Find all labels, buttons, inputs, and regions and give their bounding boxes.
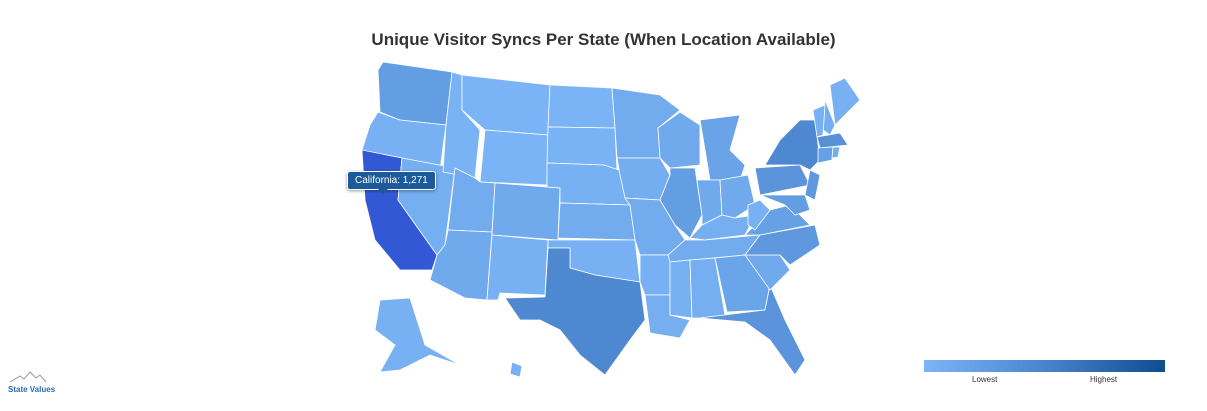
state-vermont[interactable] xyxy=(812,104,826,138)
state-alaska[interactable] xyxy=(374,297,461,373)
state-kansas[interactable] xyxy=(557,202,636,241)
state-new-mexico[interactable] xyxy=(486,234,549,301)
state-tooltip: California: 1,271 xyxy=(347,171,436,194)
state-michigan[interactable] xyxy=(699,114,746,181)
state-north-carolina[interactable] xyxy=(744,224,821,266)
state-massachusetts[interactable] xyxy=(816,132,849,149)
state-colorado[interactable] xyxy=(491,182,561,241)
color-scale-legend xyxy=(924,360,1165,372)
state-washington[interactable] xyxy=(377,61,453,126)
state-new-jersey[interactable] xyxy=(804,169,821,201)
mountain-logo-icon xyxy=(9,371,47,383)
map-title: Unique Visitor Syncs Per State (When Loc… xyxy=(371,30,836,49)
state-wisconsin[interactable] xyxy=(657,111,701,169)
state-texas[interactable] xyxy=(504,247,646,376)
state-wyoming[interactable] xyxy=(479,129,549,186)
state-maine[interactable] xyxy=(829,77,861,126)
state-maryland[interactable] xyxy=(759,194,811,216)
state-west-virginia[interactable] xyxy=(747,199,771,231)
state-rhode-island[interactable] xyxy=(831,146,841,159)
state-mississippi[interactable] xyxy=(669,259,693,319)
legend-low-label: Lowest xyxy=(972,375,998,384)
state-florida[interactable] xyxy=(699,283,806,376)
state-iowa[interactable] xyxy=(616,157,671,201)
state-pennsylvania[interactable] xyxy=(754,164,811,196)
state-values-link[interactable]: State Values xyxy=(8,385,56,394)
state-connecticut[interactable] xyxy=(817,146,834,164)
state-new-york[interactable] xyxy=(764,119,821,171)
state-ohio[interactable] xyxy=(719,174,756,219)
state-illinois[interactable] xyxy=(659,167,703,239)
legend-high-label: Highest xyxy=(1090,375,1118,384)
state-north-dakota[interactable] xyxy=(547,84,616,129)
state-hawaii[interactable] xyxy=(509,361,523,378)
